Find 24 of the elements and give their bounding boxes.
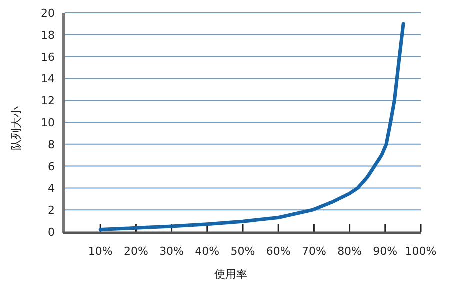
x-tick-label: 80% [338,245,362,258]
y-tick-label: 2 [48,204,55,218]
y-tick-label: 20 [41,7,55,20]
y-tick-label: 6 [48,160,55,174]
y-tick-label: 16 [41,50,55,64]
y-tick-label: 4 [48,182,55,196]
x-tick-label: 10% [88,245,113,258]
y-tick-label: 8 [48,138,55,152]
x-tick-label: 40% [195,245,220,258]
y-tick-label: 18 [41,28,55,42]
y-tick-label: 0 [48,226,55,239]
y-tick-label: 14 [41,72,55,86]
x-tick-label: 100% [405,245,437,258]
line-series [98,22,406,232]
x-tick-label: 70% [302,245,326,258]
x-tick-label: 90% [373,245,398,258]
x-tick-label: 20% [124,245,148,258]
y-tick-label: 10 [41,116,55,130]
x-axis-title: 使用率 [214,268,248,281]
y-tick-label: 12 [41,94,55,108]
x-tick-label: 30% [160,245,184,258]
x-tick-label: 50% [230,245,256,258]
y-axis-title: 队列大小 [10,106,23,150]
x-tick-label: 60% [266,245,291,258]
